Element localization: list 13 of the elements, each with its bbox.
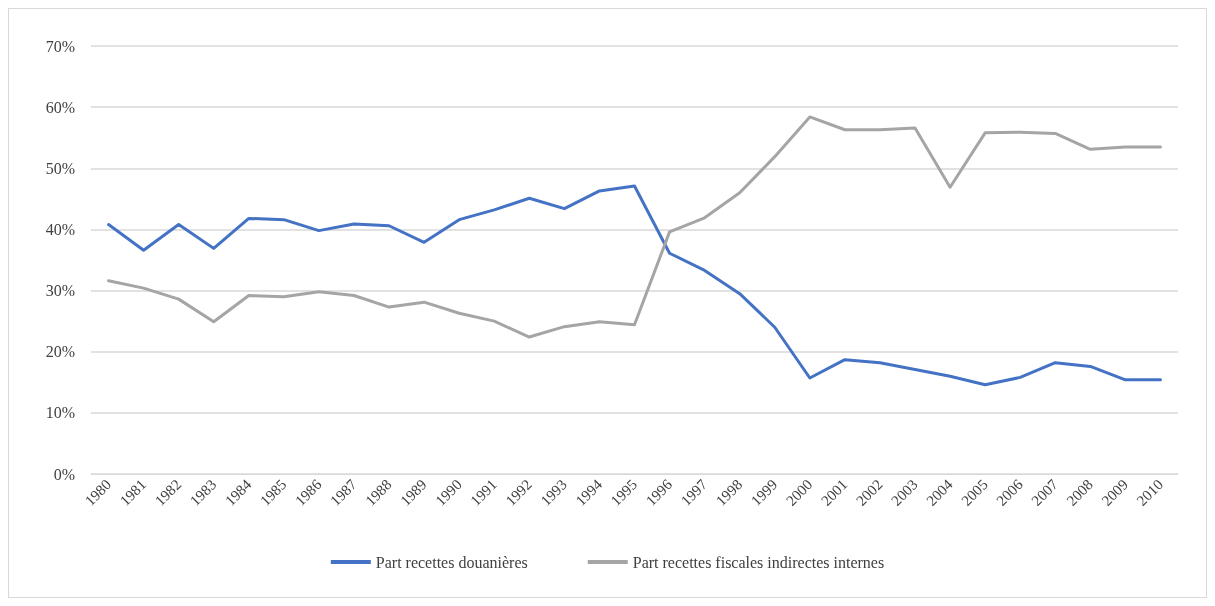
y-tick-label: 10% xyxy=(45,404,75,422)
y-tick-label: 0% xyxy=(53,465,75,483)
legend-label: Part recettes douanières xyxy=(375,553,528,571)
x-tick-label: 1981 xyxy=(116,476,150,509)
y-tick-label: 70% xyxy=(45,37,75,55)
y-tick-label: 60% xyxy=(45,98,75,116)
line-series xyxy=(107,115,1162,339)
line-series xyxy=(107,184,1162,387)
y-tick-label: 50% xyxy=(45,159,75,177)
legend-label: Part recettes fiscales indirectes internes xyxy=(632,553,885,571)
y-tick-label: 40% xyxy=(45,220,75,238)
y-tick-label: 30% xyxy=(45,282,75,300)
y-tick-label: 20% xyxy=(45,343,75,361)
